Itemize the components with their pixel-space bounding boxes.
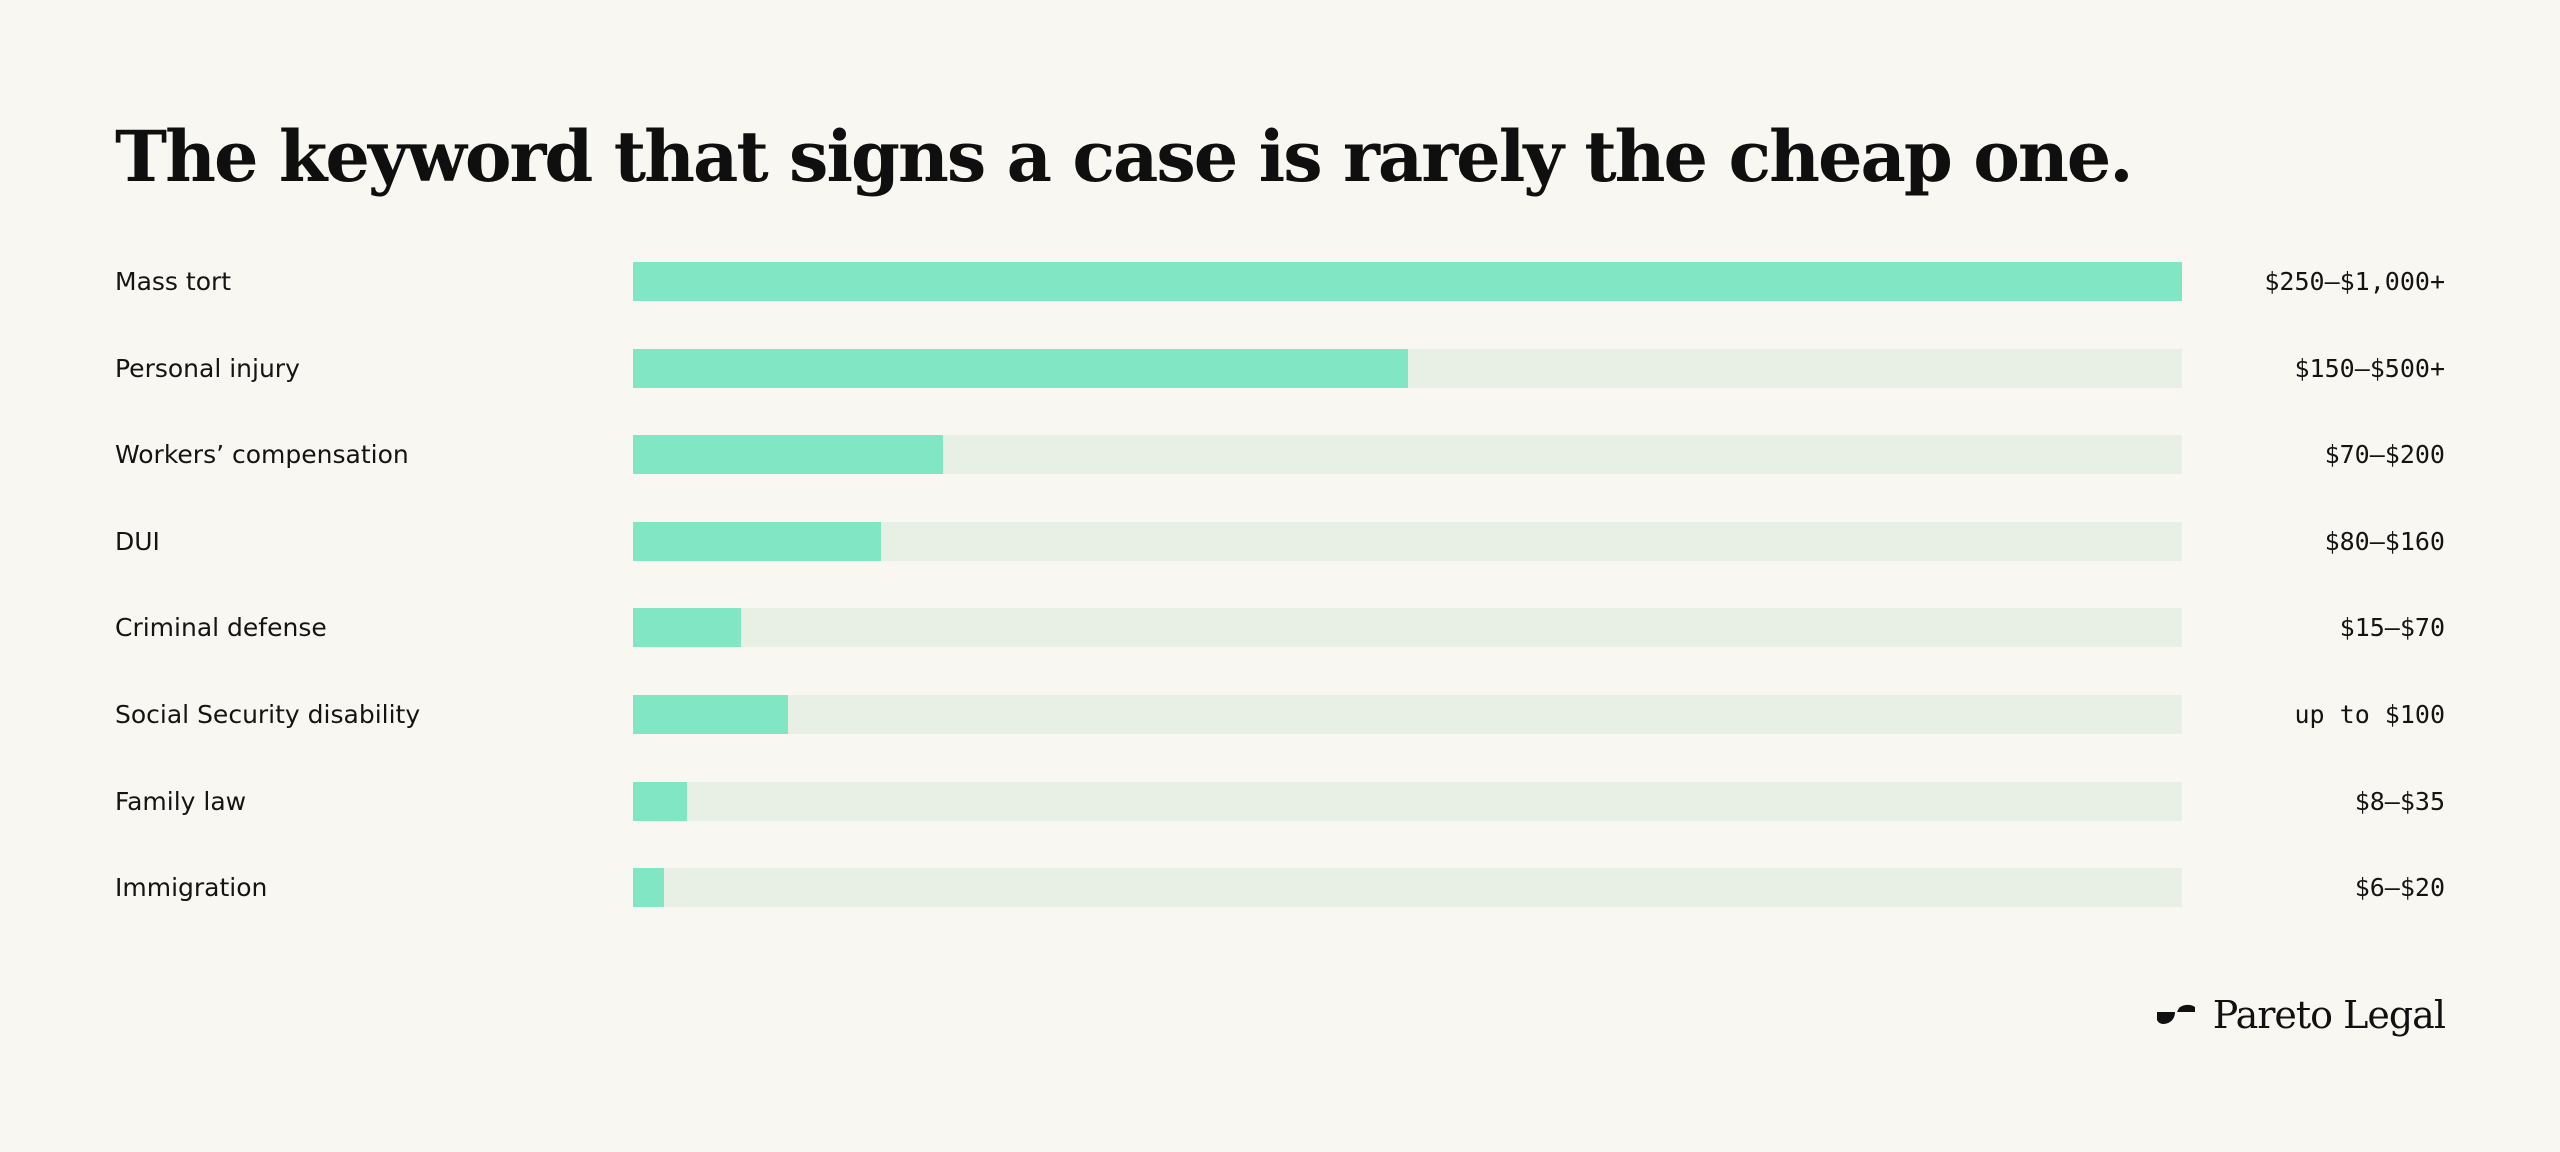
value-label: $70–$200 [2324,440,2445,469]
bar-track [633,782,2182,821]
bar [633,349,1408,388]
bar [633,435,943,474]
category-label: Workers’ compensation [115,440,409,469]
bar-track [633,608,2182,647]
bar-track [633,262,2182,301]
value-label: $15–$70 [2339,613,2445,642]
bar [633,695,788,734]
bar [633,262,2182,301]
value-label: $6–$20 [2354,873,2445,902]
brand-logo: Pareto Legal [2155,990,2446,1040]
bar-track [633,522,2182,561]
bar [633,522,881,561]
bar-track [633,349,2182,388]
bar [633,868,664,907]
pareto-legal-logo-icon [2156,1004,2195,1024]
bar [633,782,687,821]
bar-track [633,868,2182,907]
value-label: $250–$1,000+ [2264,267,2445,296]
category-label: Family law [115,787,247,816]
category-label: Social Security disability [115,700,421,729]
value-label: up to $100 [2294,700,2445,729]
category-label: Personal injury [115,354,300,383]
category-label: Mass tort [115,267,232,296]
brand-name: Pareto Legal [2212,993,2446,1037]
chart-title: The keyword that signs a case is rarely … [115,115,2134,198]
bar-track [633,435,2182,474]
bar [633,608,741,647]
category-label: DUI [115,527,160,556]
value-label: $150–$500+ [2294,354,2445,383]
bar-track [633,695,2182,734]
value-label: $80–$160 [2324,527,2445,556]
value-label: $8–$35 [2354,787,2445,816]
category-label: Criminal defense [115,613,327,642]
category-label: Immigration [115,873,268,902]
